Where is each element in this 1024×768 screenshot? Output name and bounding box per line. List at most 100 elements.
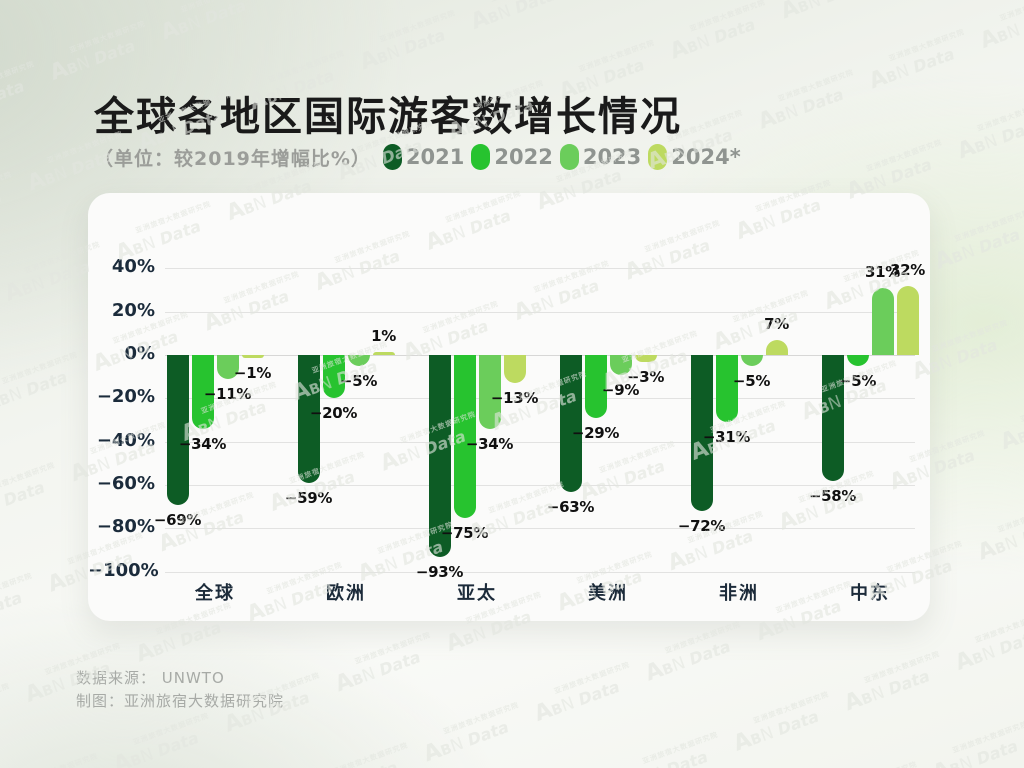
value-label: −75% [440,523,489,542]
value-label: −72% [677,517,726,535]
gridline [165,441,915,443]
y-axis-tick-label: −80% [96,516,155,538]
y-axis-tick-label: −20% [96,386,155,408]
value-label: −9% [601,380,640,399]
bar-2023-欧洲 [347,355,370,366]
bar-2022-亚太 [453,355,476,518]
legend-item-2023: 2023 [559,144,641,170]
bar-2021-欧洲 [297,355,320,483]
bar-2023-亚太 [478,355,501,429]
chart-title: 全球各地区国际游客数增长情况 [94,94,682,140]
legend-item-2024: 2024* [648,144,741,170]
data-source: 数据来源： UNWTO [76,669,225,687]
gridline [165,485,915,486]
bar-2024-亚太 [503,355,526,384]
legend-label: 2022 [494,145,553,169]
value-label: −58% [808,486,857,505]
value-label: −11% [203,384,252,403]
value-label: −59% [284,488,333,507]
category-label-欧洲: 欧洲 [326,583,366,604]
legend-label: 2021 [405,145,465,169]
value-label: −34% [465,434,514,453]
y-axis-tick-label: 20% [111,299,155,321]
value-label: −20% [309,404,358,423]
value-label: −5% [838,371,877,390]
category-label-全球: 全球 [195,583,235,604]
gridline [165,571,915,573]
legend-item-2021: 2021 [382,144,465,170]
header-subrow: （单位：较2019年增幅比%） 2021 2022 2023 2024* [94,142,748,172]
y-axis-tick-label: 40% [111,256,155,278]
chart-credit: 制图：亚洲旅宿大数据研究院 [76,692,285,710]
footer: 数据来源： UNWTO 制图：亚洲旅宿大数据研究院 [76,667,284,713]
legend: 2021 2022 2023 2024* [382,144,748,170]
bar-2022-中东 [846,355,869,366]
chart-card: 40% 20% 0% −20% −40% −60% −80% −100% −69% −59% −93… [88,193,930,621]
bar-2022-美洲 [584,355,607,418]
value-label: −69% [153,510,202,529]
value-label: −5% [339,371,378,390]
bar-2022-全球 [191,355,214,429]
legend-color-chip [471,144,491,170]
gridline [165,528,915,530]
y-axis-tick-label: 0% [124,343,155,364]
plot-area: 40% 20% 0% −20% −40% −60% −80% −100% −69% −59% −93… [88,193,930,621]
bar-2024-全球 [241,355,264,358]
value-label: −3% [626,367,665,386]
y-axis-tick-label: −100% [88,559,159,581]
value-label: −93% [415,562,464,581]
value-label: 32% [889,260,925,279]
legend-item-2022: 2022 [471,144,553,170]
bar-2023-美洲 [609,355,632,375]
category-label-非洲: 非洲 [719,583,759,604]
bar-2024-欧洲 [372,352,395,355]
bar-2021-全球 [166,355,189,505]
legend-color-chip [559,144,579,170]
zero-gridline [165,355,915,356]
category-label-美洲: 美洲 [588,583,628,604]
bar-2023-全球 [216,355,239,379]
bar-2022-非洲 [715,355,738,423]
value-label: −34% [178,434,227,453]
legend-color-chip [382,144,402,170]
bar-2024-中东 [896,285,919,355]
bar-2021-中东 [821,355,844,481]
y-axis-tick-label: −40% [96,429,155,451]
legend-color-chip [648,144,668,170]
value-label: 31% [864,262,900,281]
bar-2021-非洲 [690,355,713,511]
value-label: 1% [371,327,396,345]
legend-label: 2024* [671,145,741,169]
category-label-中东: 中东 [850,583,890,604]
gridline [165,311,915,313]
bar-2024-美洲 [634,355,657,362]
value-label: −63% [546,497,595,516]
